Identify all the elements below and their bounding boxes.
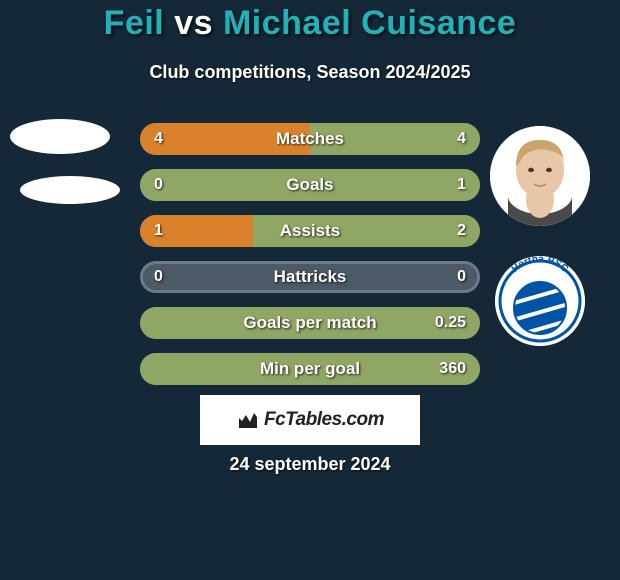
stat-value-right: 360: [439, 353, 466, 385]
title-player2: Michael Cuisance: [223, 4, 516, 42]
title-player1: Feil: [104, 4, 165, 42]
stat-label: Goals: [140, 169, 480, 201]
stat-row: Matches4 4: [140, 123, 480, 155]
subtitle: Club competitions, Season 2024/2025: [0, 62, 620, 83]
brand-text: FcTables.com: [264, 409, 384, 431]
stat-row: Hattricks0 0: [140, 261, 480, 293]
stat-row: Goals0 1: [140, 169, 480, 201]
stat-label: Min per goal: [140, 353, 480, 385]
title: Feil vs Michael Cuisance: [0, 4, 620, 43]
stat-label: Assists: [140, 215, 480, 247]
stat-label: Matches: [140, 123, 480, 155]
stat-value-right: 4: [457, 123, 466, 155]
stat-value-right: 0: [457, 261, 466, 293]
stat-row: Goals per match0.25: [140, 307, 480, 339]
stat-value-left: 1: [154, 215, 163, 247]
comparison-infographic: Feil vs Michael Cuisance Club competitio…: [0, 0, 620, 580]
stat-value-left: 0: [154, 261, 163, 293]
stat-value-right: 1: [457, 169, 466, 201]
brand-box: FcTables.com: [200, 395, 420, 445]
player1-club-crest: [20, 176, 120, 204]
stat-label: Goals per match: [140, 307, 480, 339]
stat-value-right: 2: [457, 215, 466, 247]
stat-value-left: 4: [154, 123, 163, 155]
player1-avatar: [10, 119, 110, 154]
title-vs: vs: [174, 4, 213, 42]
stat-row: Min per goal360: [140, 353, 480, 385]
stat-label: Hattricks: [140, 261, 480, 293]
stat-row: Assists1 2: [140, 215, 480, 247]
brand-icon: [236, 408, 260, 432]
date-text: 24 september 2024: [0, 454, 620, 475]
stat-value-left: 0: [154, 169, 163, 201]
stat-value-right: 0.25: [435, 307, 466, 339]
player2-club-crest: Hertha BSC: [495, 256, 585, 346]
player2-avatar: [490, 126, 590, 226]
